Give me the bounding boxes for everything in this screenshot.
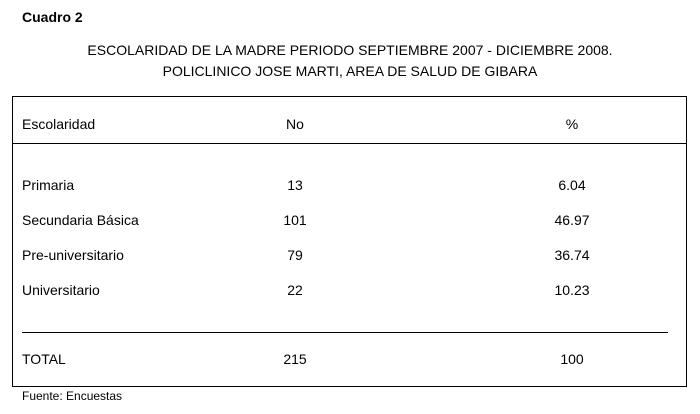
table-cell: 36.74 — [554, 247, 590, 263]
table-cell: 6.04 — [558, 177, 586, 193]
border-right — [686, 96, 687, 387]
table-cell: Pre-universitario — [22, 247, 124, 263]
column-header: No — [286, 116, 304, 132]
border-bottom — [12, 386, 687, 387]
title-line: POLICLINICO JOSE MARTI, AREA DE SALUD DE… — [162, 63, 538, 79]
table-cell: 22 — [287, 282, 303, 298]
table-cell: Secundaria Básica — [22, 212, 139, 228]
column-header: Escolaridad — [22, 116, 96, 132]
table-cell: 10.23 — [554, 282, 590, 298]
total-cell: 100 — [560, 351, 584, 367]
column-header: % — [565, 116, 579, 132]
table-cell: 46.97 — [554, 212, 590, 228]
source-note: Fuente: Encuestas — [22, 389, 123, 403]
table-cell: 79 — [287, 247, 303, 263]
border-left — [12, 96, 13, 387]
total-cell: TOTAL — [22, 351, 66, 367]
total-cell: 215 — [283, 351, 307, 367]
total-rule — [22, 332, 668, 333]
border-top — [12, 96, 687, 97]
title-line: ESCOLARIDAD DE LA MADRE PERIODO SEPTIEMB… — [87, 42, 613, 58]
table-cell: Universitario — [22, 282, 100, 298]
table-cell: Primaria — [22, 177, 75, 193]
header-rule — [12, 143, 687, 144]
table-cell: 13 — [287, 177, 303, 193]
table-cell: 101 — [283, 212, 307, 228]
table-label: Cuadro 2 — [22, 9, 83, 25]
